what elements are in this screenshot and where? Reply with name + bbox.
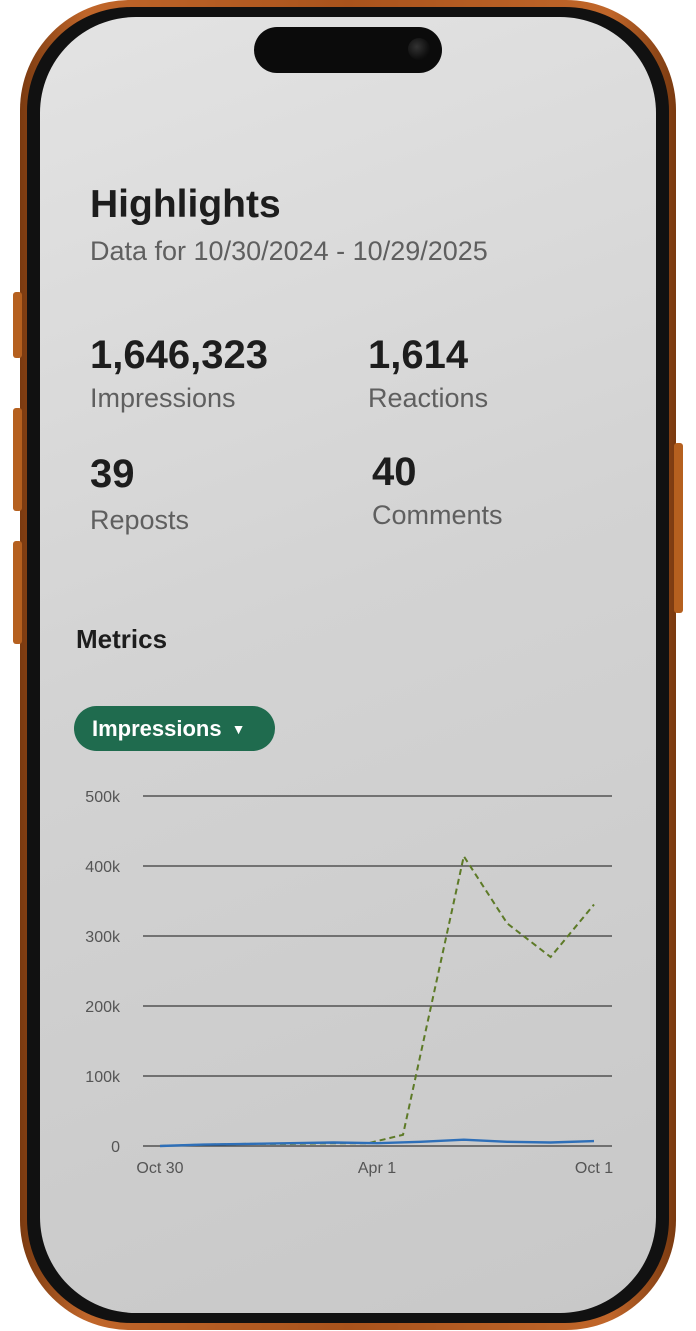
reposts-value: 39 [90, 452, 135, 496]
power-button[interactable] [674, 443, 683, 613]
metric-selector-dropdown[interactable]: Impressions ▼ [74, 706, 275, 751]
volume-down-button[interactable] [13, 541, 22, 644]
date-range-subtitle: Data for 10/30/2024 - 10/29/2025 [90, 236, 488, 266]
series-line-dashed [159, 853, 595, 1147]
comments-label: Comments [372, 500, 503, 530]
y-tick-label: 300k [85, 929, 121, 946]
caret-down-icon: ▼ [231, 720, 246, 737]
x-tick-label: Apr 1 [358, 1160, 396, 1177]
reposts-label: Reposts [90, 505, 190, 535]
y-tick-label: 0 [111, 1139, 120, 1156]
x-tick-label: Oct 1 [575, 1160, 613, 1177]
metric-selector-label: Impressions [92, 715, 222, 741]
dynamic-island [254, 27, 442, 73]
y-tick-label: 100k [85, 1069, 121, 1086]
impressions-label: Impressions [90, 383, 236, 413]
comments-value: 40 [372, 450, 417, 494]
y-tick-label: 500k [85, 789, 121, 806]
y-tick-label: 200k [85, 999, 121, 1016]
x-tick-label: Oct 30 [136, 1160, 183, 1177]
camera-icon [408, 38, 430, 60]
y-tick-label: 400k [85, 859, 121, 876]
reactions-label: Reactions [368, 383, 489, 413]
impressions-value: 1,646,323 [90, 333, 268, 377]
reactions-value: 1,614 [368, 333, 469, 377]
phone-screen [40, 17, 656, 1313]
metrics-title: Metrics [76, 624, 168, 654]
series-line-solid [159, 1138, 595, 1148]
action-button[interactable] [13, 292, 22, 358]
highlights-title: Highlights [90, 183, 281, 226]
volume-up-button[interactable] [13, 408, 22, 511]
